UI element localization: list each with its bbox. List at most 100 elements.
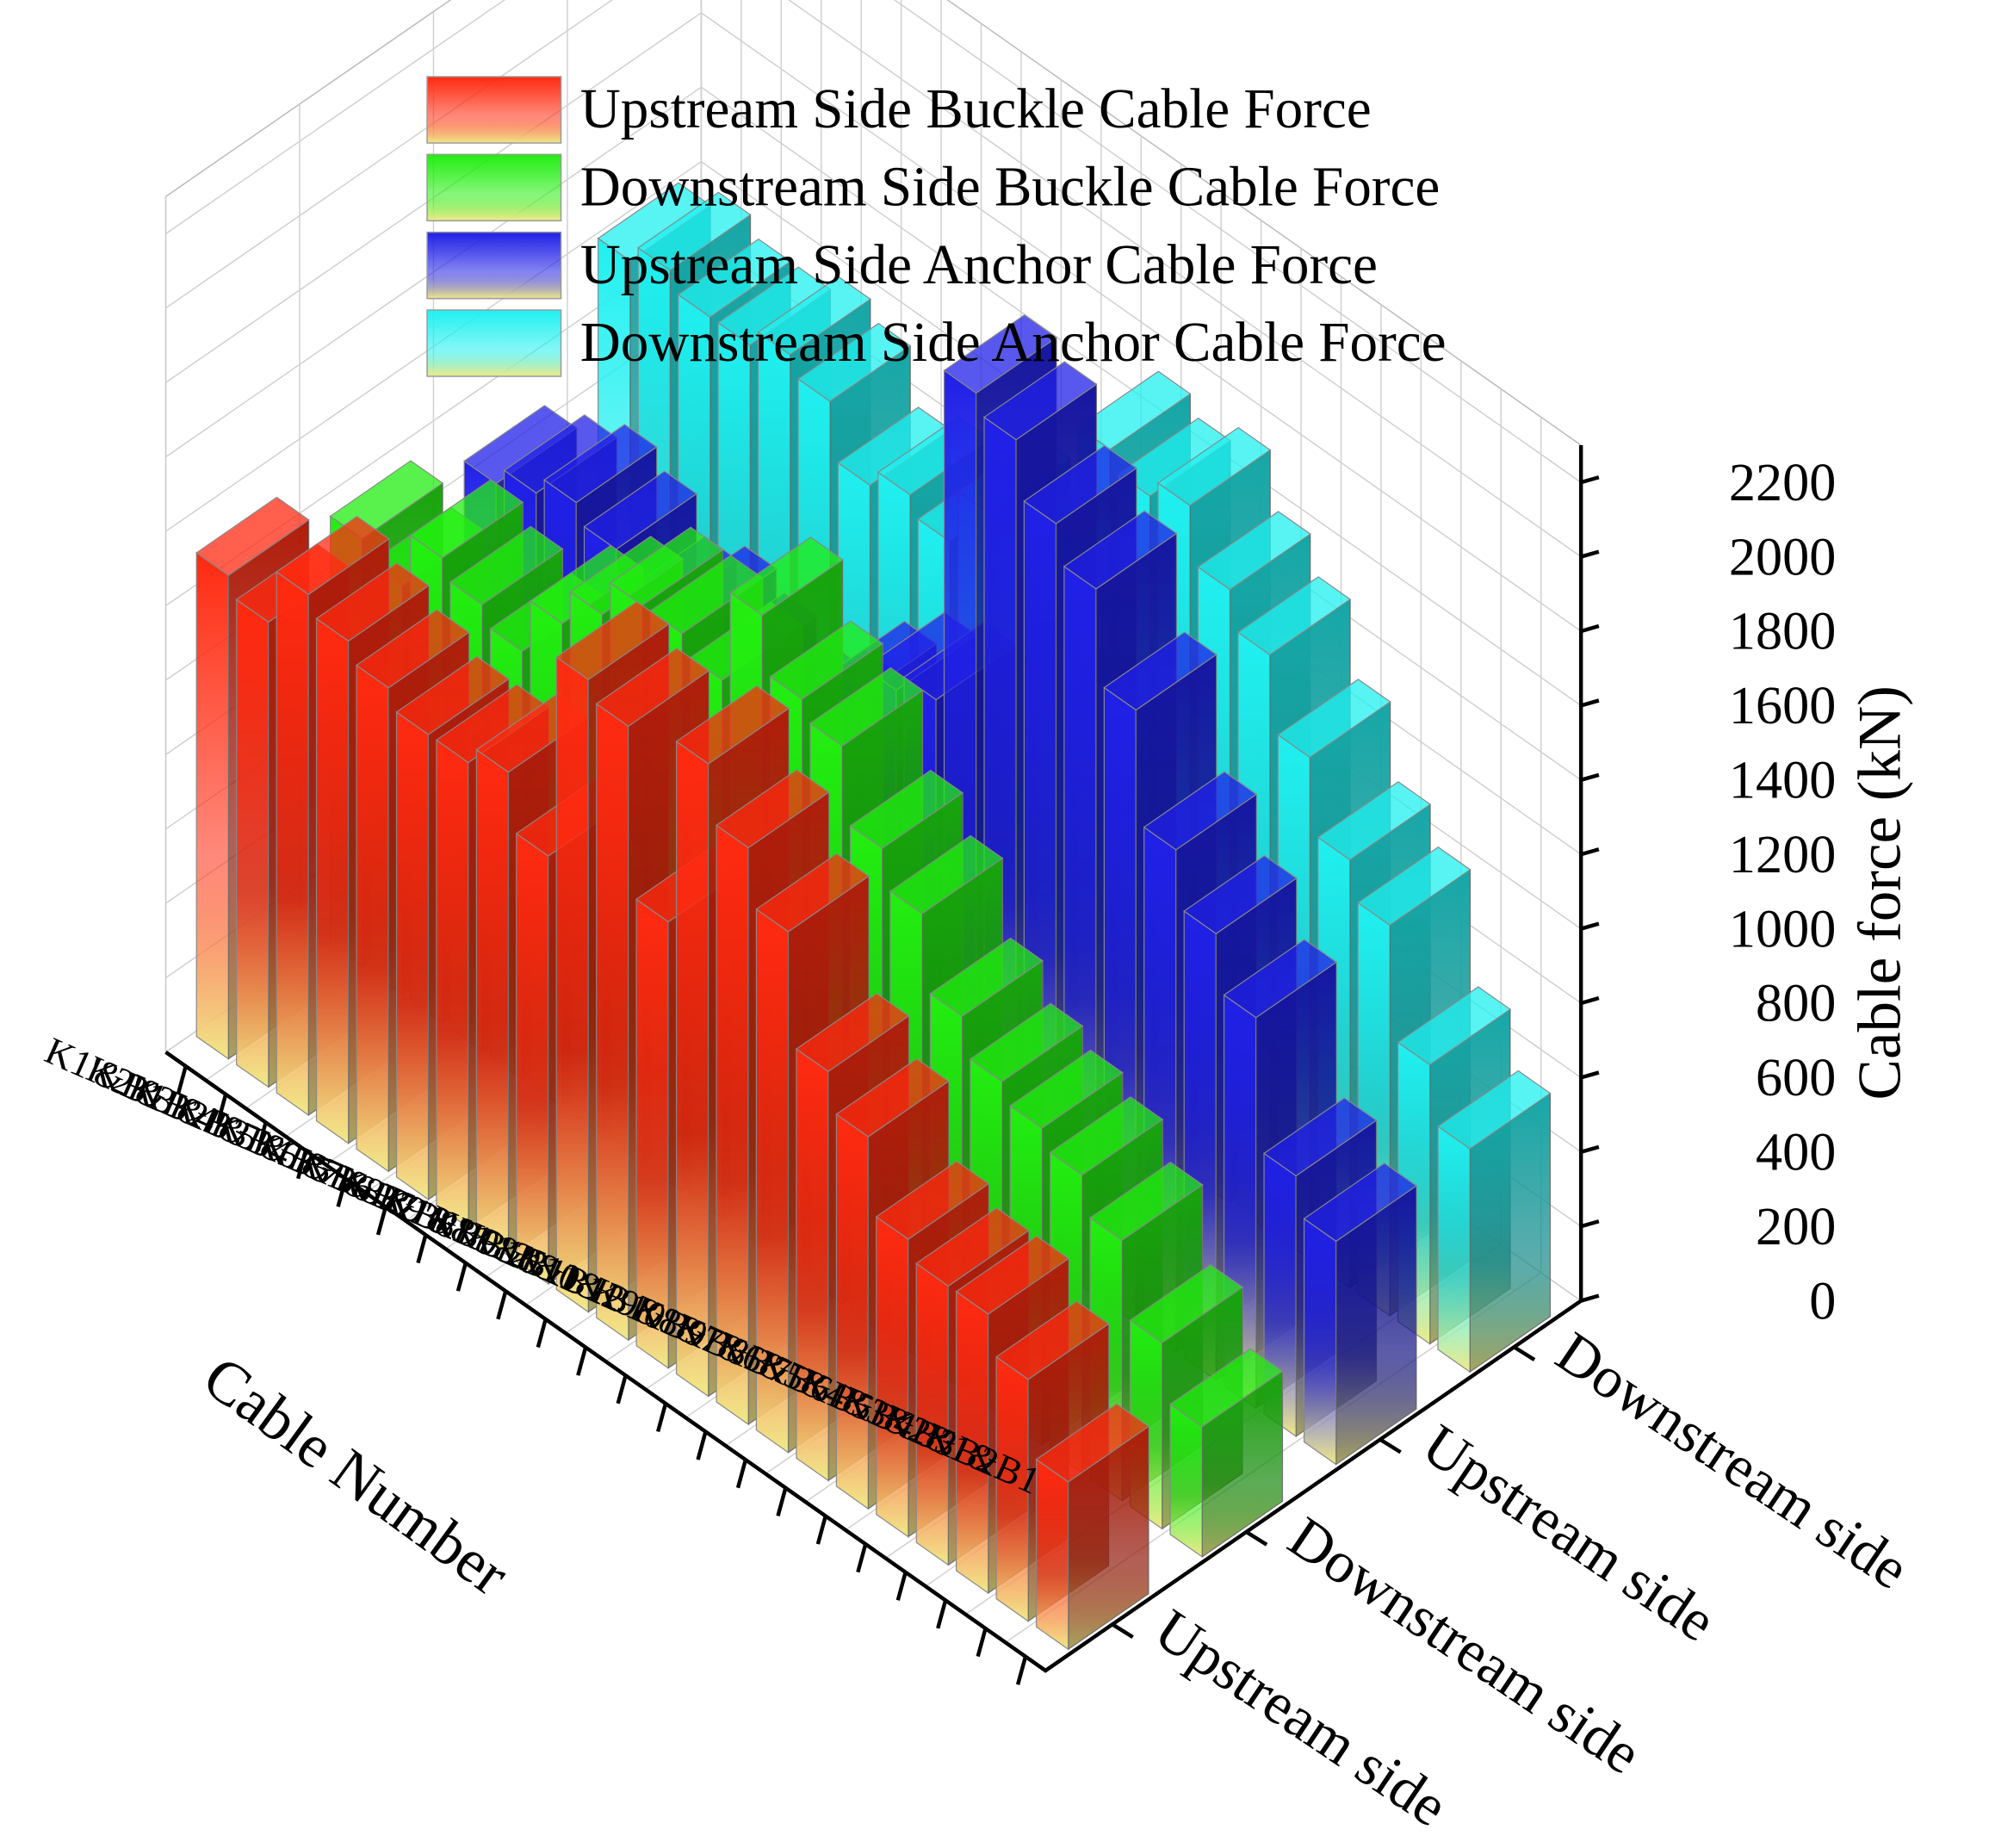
y-tick — [1580, 623, 1600, 634]
x-tick — [496, 1290, 508, 1320]
x-tick — [656, 1403, 668, 1433]
bar-top — [1129, 1263, 1244, 1344]
bar-top — [1223, 939, 1338, 1019]
bar-front — [876, 1215, 909, 1538]
bar-top — [195, 496, 310, 576]
bar-top — [637, 191, 752, 271]
x-tick — [936, 1599, 948, 1629]
bar-top — [449, 525, 564, 605]
y-tick-label: 1400 — [1729, 752, 1836, 810]
y-tick — [1580, 847, 1600, 857]
bar-top — [769, 620, 884, 700]
x-tick — [856, 1543, 868, 1573]
bar-top — [915, 1207, 1030, 1287]
y-tick — [1580, 1144, 1600, 1154]
bar-top — [795, 992, 910, 1072]
bar-top — [1277, 679, 1391, 759]
bar-front — [315, 617, 350, 1144]
y-tick-label: 2200 — [1729, 454, 1836, 512]
legend-label: Downstream Side Anchor Cable Force — [580, 312, 1447, 374]
y-tick — [1580, 1070, 1600, 1080]
bar — [1436, 1070, 1552, 1374]
y-tick-label: 400 — [1756, 1123, 1836, 1181]
bar-top — [955, 1235, 1070, 1315]
y-tick — [1580, 698, 1600, 708]
bar-front — [1169, 1403, 1203, 1559]
bar-top — [1156, 426, 1272, 506]
x-tick — [416, 1234, 428, 1264]
y-tick — [1580, 1219, 1600, 1229]
bar-top — [969, 1002, 1084, 1082]
y-tick-label: 200 — [1756, 1198, 1836, 1256]
bar-top — [1009, 1049, 1124, 1129]
x-tick — [1015, 1656, 1028, 1685]
bar-top — [835, 1057, 950, 1138]
x-tick — [256, 1121, 268, 1151]
bar-top — [1303, 1163, 1418, 1243]
bar-front — [475, 748, 510, 1257]
bar-top — [315, 562, 431, 642]
bar-top — [276, 516, 390, 595]
y-tick-label: 1200 — [1729, 826, 1836, 884]
bar-top — [809, 667, 924, 747]
bar-top — [929, 937, 1044, 1017]
bar-front — [1437, 1125, 1471, 1374]
x-tick — [576, 1346, 588, 1376]
legend-swatch — [426, 231, 562, 300]
bar-top — [555, 600, 670, 680]
y-tick-label: 1000 — [1729, 900, 1836, 958]
x-tick — [176, 1065, 188, 1095]
bar-top — [757, 276, 871, 356]
bar-top — [677, 238, 792, 318]
x-tick — [216, 1094, 228, 1123]
bar-top — [1063, 510, 1178, 590]
bar-top — [1356, 846, 1472, 927]
bar-top — [543, 424, 658, 504]
x-tick — [895, 1572, 908, 1601]
bar-front — [1035, 1458, 1069, 1651]
x-tick — [735, 1459, 748, 1489]
bar-front — [1303, 1218, 1337, 1466]
y-tick-label: 1800 — [1729, 603, 1836, 661]
bar-top — [583, 470, 697, 550]
bar-top — [995, 1300, 1110, 1380]
bar-top — [1169, 1348, 1284, 1428]
bar-front — [395, 710, 430, 1201]
bar-top — [409, 479, 524, 559]
x-tick — [616, 1374, 628, 1405]
grid-line — [165, 0, 1582, 558]
legend-swatch — [426, 309, 562, 377]
bar-top — [1197, 511, 1311, 591]
bar-side-shade — [1335, 1186, 1416, 1465]
bar-top — [1103, 631, 1218, 711]
bar — [1035, 1403, 1150, 1651]
x-tick — [536, 1318, 548, 1349]
x-tick — [375, 1206, 388, 1236]
bar-top — [982, 361, 1098, 441]
bar — [1169, 1348, 1284, 1559]
depth-tick — [1379, 1437, 1402, 1454]
bar-front — [596, 703, 629, 1342]
bar-top — [1023, 444, 1137, 524]
bar-side-shade — [1068, 1426, 1149, 1650]
x-tick — [976, 1628, 988, 1658]
bar-front — [236, 598, 270, 1088]
y-tick — [1580, 549, 1600, 559]
bar-front — [276, 571, 309, 1117]
bar-front — [436, 739, 469, 1229]
bar-front — [675, 740, 709, 1398]
x-tick — [455, 1262, 468, 1292]
bar-top — [716, 769, 830, 849]
bar-front — [835, 1113, 869, 1510]
bar-top — [1143, 771, 1258, 851]
y-tick-label: 2000 — [1729, 528, 1836, 586]
bar-top — [755, 853, 870, 933]
bar-top — [889, 834, 1004, 915]
bar-top — [1049, 1096, 1164, 1176]
x-tick — [336, 1178, 348, 1207]
bar-top — [1436, 1070, 1552, 1150]
bar-top — [395, 655, 510, 735]
y-axis-title: Cable force (kN) — [1846, 685, 1913, 1100]
y-tick-label: 800 — [1756, 975, 1836, 1033]
